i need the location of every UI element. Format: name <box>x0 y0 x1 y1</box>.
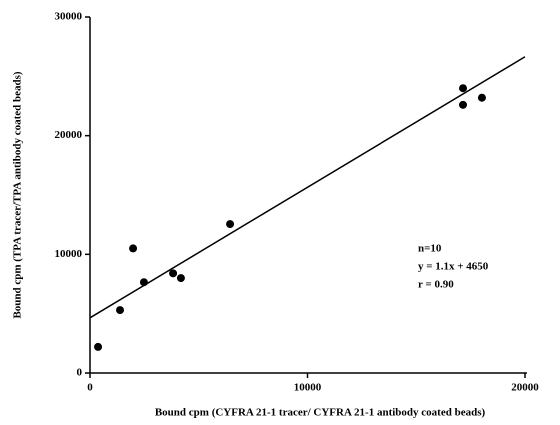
annotation: y = 1.1x + 4650 <box>418 261 489 273</box>
point <box>226 220 235 229</box>
y-tick-label: 20000 <box>55 129 83 141</box>
annotation: r = 0.90 <box>418 279 454 291</box>
x-tick-label: 10000 <box>294 382 322 394</box>
point <box>116 306 125 315</box>
x-tick-label: 0 <box>87 382 93 394</box>
point <box>459 84 468 93</box>
y-axis-label: Bound cpm (TPA tracer/TPA antibody coate… <box>12 71 24 318</box>
fit-line <box>89 56 526 319</box>
point <box>94 342 103 351</box>
point <box>459 100 468 109</box>
point <box>139 278 148 287</box>
point <box>169 269 178 278</box>
point <box>129 244 138 253</box>
y-tick-label: 10000 <box>55 248 83 260</box>
x-tick-label: 20000 <box>511 382 539 394</box>
y-tick-label: 30000 <box>55 11 83 23</box>
annotation: n=10 <box>418 243 442 255</box>
point <box>477 93 486 102</box>
x-axis-label: Bound cpm (CYFRA 21-1 tracer/ CYFRA 21-1… <box>155 407 486 419</box>
point <box>176 274 185 283</box>
y-tick-label: 0 <box>77 367 83 379</box>
